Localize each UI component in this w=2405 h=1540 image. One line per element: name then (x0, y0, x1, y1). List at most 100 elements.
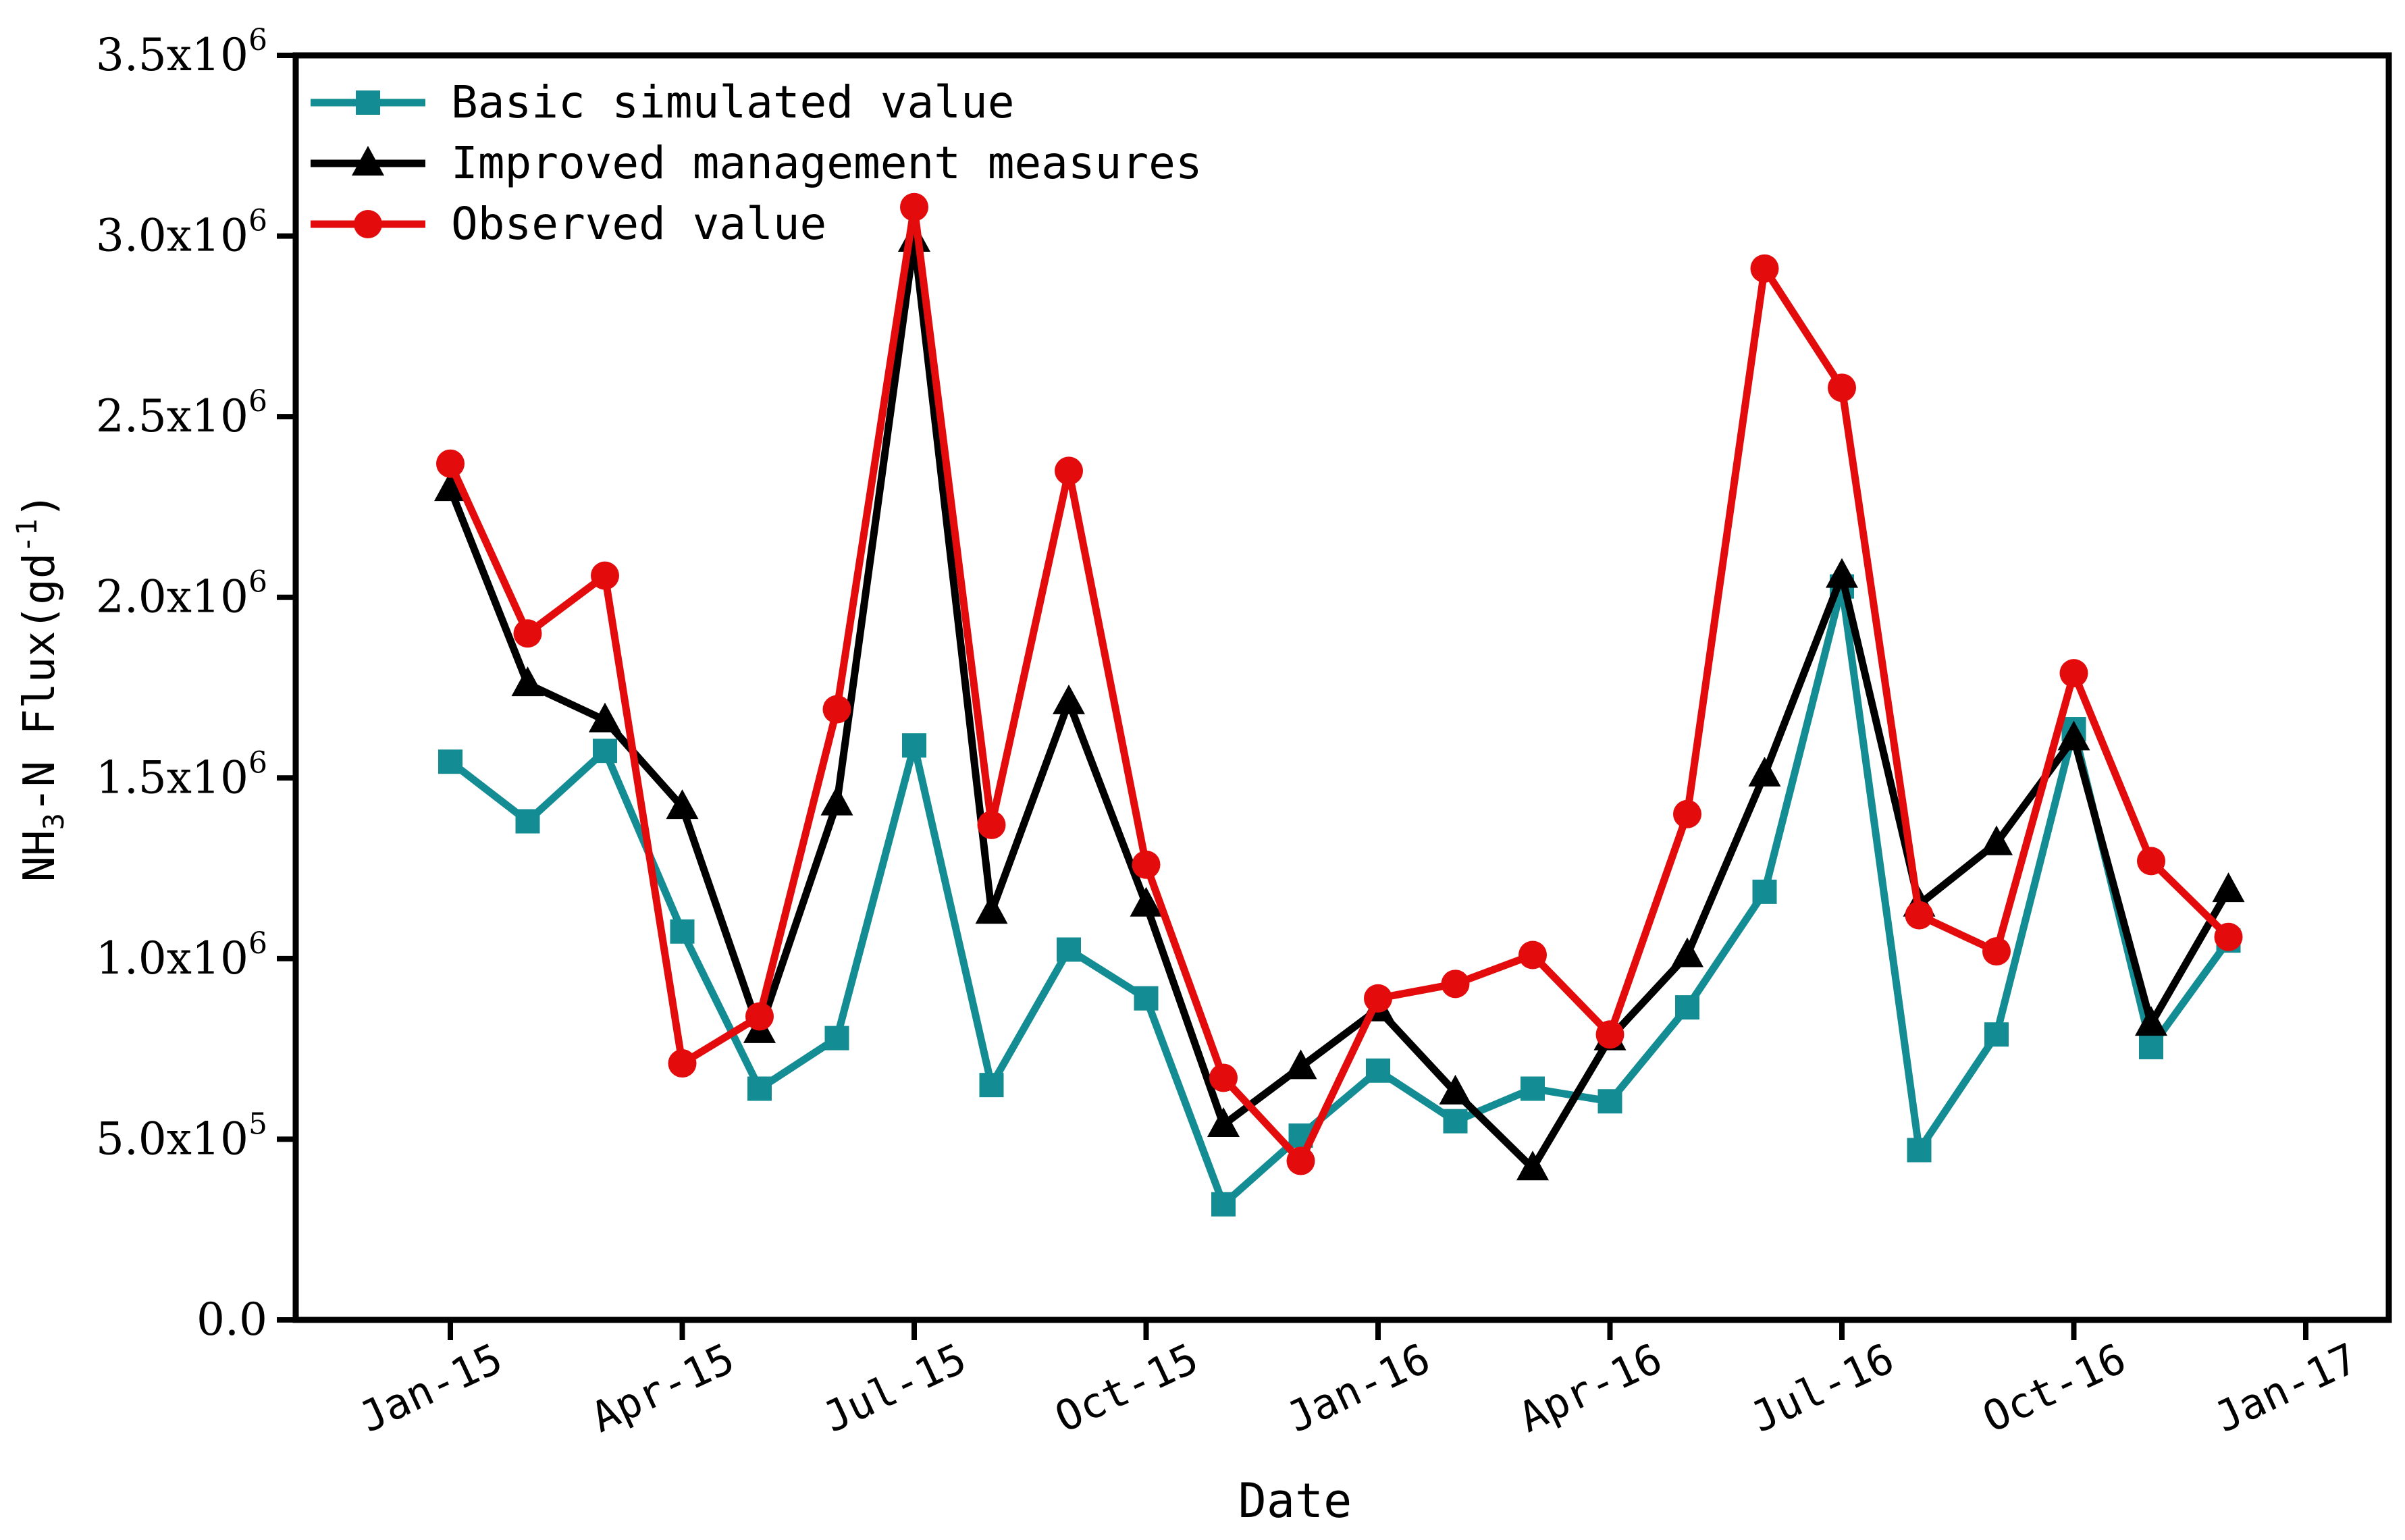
x-tick-label: Jan-17 (2207, 1333, 2365, 1442)
data-point (2214, 922, 2243, 951)
data-point (2137, 847, 2165, 876)
data-point (666, 789, 699, 820)
data-point (1750, 254, 1779, 283)
series-line (446, 203, 2232, 1165)
legend-swatch-marker (352, 146, 384, 176)
series-line (446, 583, 2232, 1209)
data-point (2135, 1006, 2167, 1036)
data-point (593, 739, 617, 764)
x-tick-label: Jan-16 (1279, 1333, 1437, 1442)
data-point (1439, 1074, 1472, 1105)
data-point (1209, 1063, 1238, 1092)
data-point (822, 695, 851, 724)
legend-label: Basic simulated value (451, 76, 1014, 128)
series-2 (436, 192, 2243, 1175)
legend-item-0: Basic simulated value (311, 76, 1014, 128)
legend-item-2: Observed value (311, 198, 826, 250)
data-point (1673, 799, 1701, 828)
plot-frame (292, 52, 2392, 1323)
legend-label: Improved management measures (451, 137, 1202, 189)
data-point (434, 471, 467, 502)
data-point (977, 810, 1006, 839)
data-point (670, 919, 695, 944)
series-layer (434, 192, 2245, 1217)
data-point (1132, 850, 1161, 879)
y-axis-title-mid: -N Flux(gd (15, 553, 65, 813)
data-point (438, 749, 462, 774)
y-tick-label: 2.5x106 (96, 384, 267, 442)
data-point (591, 561, 619, 590)
data-point (1441, 970, 1470, 999)
legend-swatch-marker (356, 90, 380, 115)
data-point (668, 1049, 697, 1078)
data-point (511, 666, 544, 697)
data-point (1675, 995, 1699, 1020)
data-point (975, 894, 1008, 924)
data-point (2139, 1034, 2163, 1059)
y-tick-label: 1.5x106 (96, 745, 267, 803)
series-0 (438, 574, 2241, 1217)
data-point (1057, 937, 1081, 962)
data-point (1366, 1058, 1390, 1083)
y-tick-label: 0.0 (196, 1294, 267, 1346)
data-point (1826, 558, 1858, 588)
data-point (820, 785, 853, 816)
x-tick-label: Jan-15 (352, 1333, 510, 1442)
data-point (1597, 1089, 1622, 1114)
y-tick-label: 2.0x106 (96, 565, 267, 623)
y-axis-title-suffix: ) (15, 493, 65, 519)
data-point (1284, 1049, 1317, 1080)
legend: Basic simulated value Improved management… (311, 76, 1202, 250)
y-tick-label: 3.0x106 (96, 204, 267, 262)
data-point (1518, 940, 1547, 970)
x-tick-label: Oct-16 (1975, 1333, 2133, 1442)
data-point (1752, 879, 1777, 904)
data-point (436, 449, 465, 478)
legend-label: Observed value (451, 198, 826, 250)
data-point (1984, 1022, 2009, 1047)
data-point (1671, 937, 1703, 967)
data-point (1130, 886, 1163, 917)
data-point (2057, 720, 2090, 751)
data-point (2059, 659, 2088, 688)
data-point (1828, 373, 1856, 402)
data-point (1053, 684, 1085, 714)
data-point (1055, 456, 1083, 485)
data-point (1443, 1109, 1468, 1134)
data-point (1207, 1107, 1240, 1138)
data-point (1907, 1138, 1932, 1163)
legend-item-1: Improved management measures (311, 137, 1202, 189)
x-tick-label: Jul-15 (816, 1333, 974, 1442)
data-point (1286, 1146, 1315, 1175)
data-point (1595, 1020, 1624, 1049)
x-tick-label: Apr-16 (1511, 1333, 1669, 1442)
y-tick-label: 5.0x105 (96, 1107, 267, 1165)
data-point (1211, 1192, 1236, 1217)
data-point (1982, 937, 2011, 966)
y-axis-title-superscript: -1 (10, 519, 43, 553)
data-point (824, 1026, 849, 1051)
axes-layer: 0.0 5.0x105 1.0x106 1.5x106 2.0x106 2.5x106 3.… (10, 23, 2365, 1529)
data-point (979, 1073, 1004, 1098)
data-point (1905, 901, 1934, 930)
data-point (513, 619, 542, 648)
x-axis-title: Date (1238, 1473, 1352, 1529)
data-point (1748, 756, 1781, 787)
data-point (2212, 872, 2245, 903)
x-tick-label: Jul-16 (1743, 1333, 1901, 1442)
legend-swatch-marker (354, 210, 382, 238)
data-point (900, 192, 928, 221)
series-line (446, 236, 2232, 1172)
x-tick-label: Oct-15 (1047, 1333, 1205, 1442)
x-tick-label: Apr-15 (583, 1333, 741, 1442)
y-axis-title: NH3-N Flux(gd-1) (10, 493, 70, 882)
data-point (747, 1076, 772, 1101)
data-point (1134, 986, 1159, 1011)
y-tick-label: 3.5x106 (96, 23, 267, 81)
series-1 (434, 221, 2245, 1181)
data-point (589, 702, 621, 733)
data-point (515, 809, 540, 834)
y-axis-title-subscript: 3 (37, 813, 70, 830)
data-point (1521, 1076, 1545, 1101)
